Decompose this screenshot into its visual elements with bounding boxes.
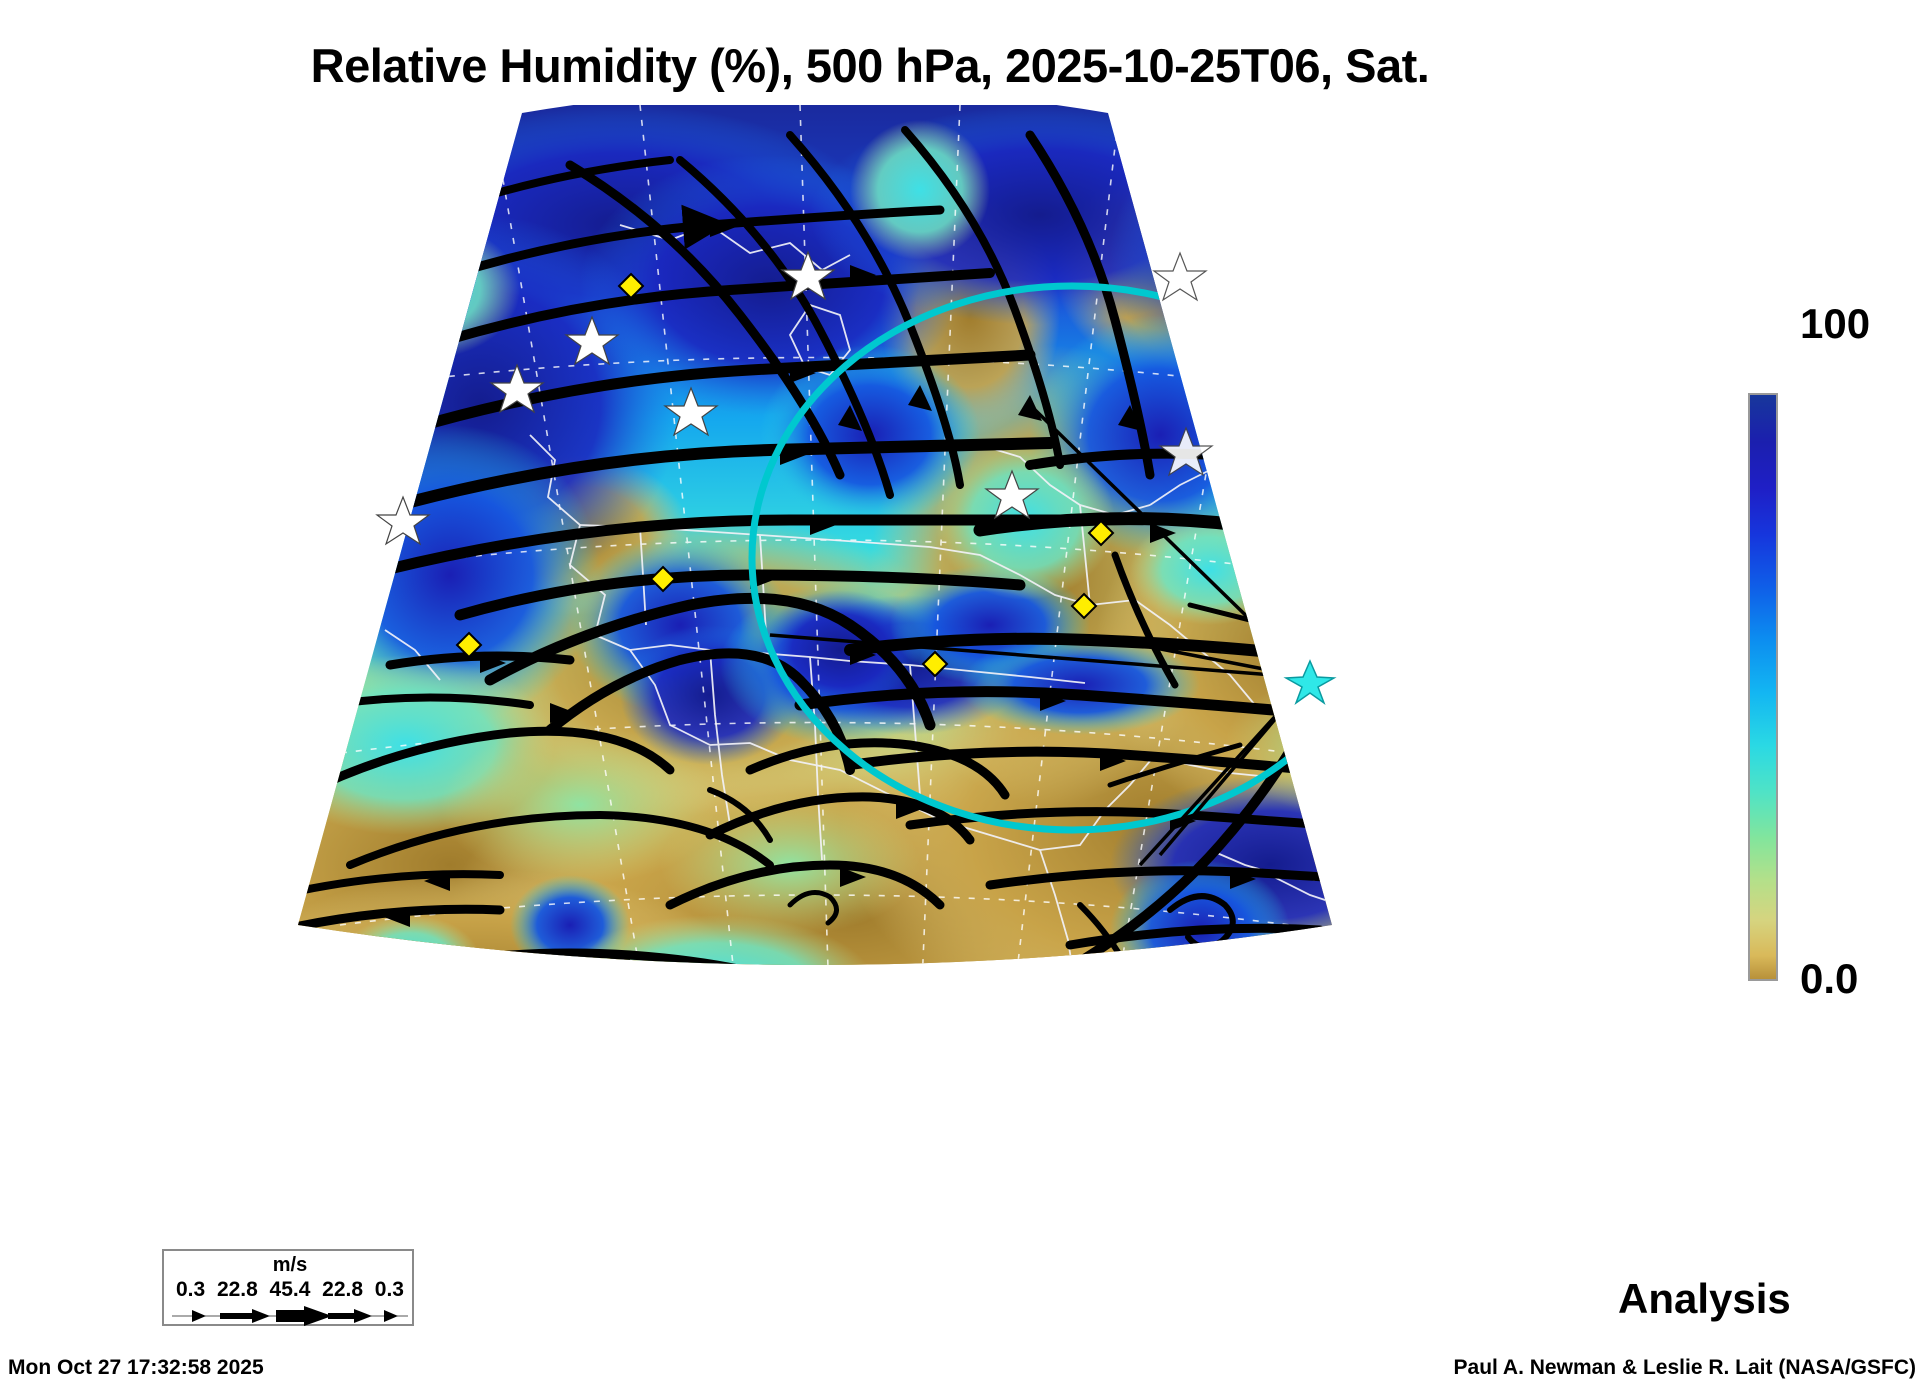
wind-tick-0: 0.3	[176, 1278, 206, 1301]
flight-range-ring[interactable]	[748, 282, 1392, 834]
map-field	[298, 105, 1392, 965]
wind-tick-labels: 0.3 22.8 45.4 22.8 0.3	[164, 1278, 416, 1302]
wind-tick-3: 22.8	[322, 1278, 364, 1301]
white-star-markers[interactable]	[375, 250, 1214, 546]
wind-scale-legend: m/s 0.3 22.8 45.4 22.8 0.3	[162, 1249, 414, 1326]
wind-tick-1: 22.8	[216, 1278, 258, 1301]
wind-streamlines	[298, 126, 1332, 965]
colorbar-max-label: 100	[1800, 300, 1871, 347]
wind-arrow-scale-icon	[172, 1306, 408, 1326]
wind-tick-4: 0.3	[374, 1278, 404, 1301]
map-panel[interactable]	[150, 105, 1480, 1030]
wind-tick-2: 45.4	[269, 1278, 311, 1301]
mission-base-star-icon[interactable]	[1283, 659, 1337, 706]
credit-line: Paul A. Newman & Leslie R. Lait (NASA/GS…	[1453, 1356, 1916, 1379]
page-title: Relative Humidity (%), 500 hPa, 2025-10-…	[310, 39, 1430, 92]
generation-timestamp: Mon Oct 27 17:32:58 2025	[8, 1356, 264, 1379]
yellow-diamond-markers[interactable]	[455, 272, 1115, 678]
relative-humidity-map[interactable]	[150, 105, 1480, 1030]
colorbar[interactable]	[1748, 393, 1778, 981]
colorbar-min-label: 0.0	[1800, 955, 1859, 1002]
analysis-label: Analysis	[1618, 1275, 1791, 1322]
wind-unit-label: m/s	[272, 1254, 308, 1276]
